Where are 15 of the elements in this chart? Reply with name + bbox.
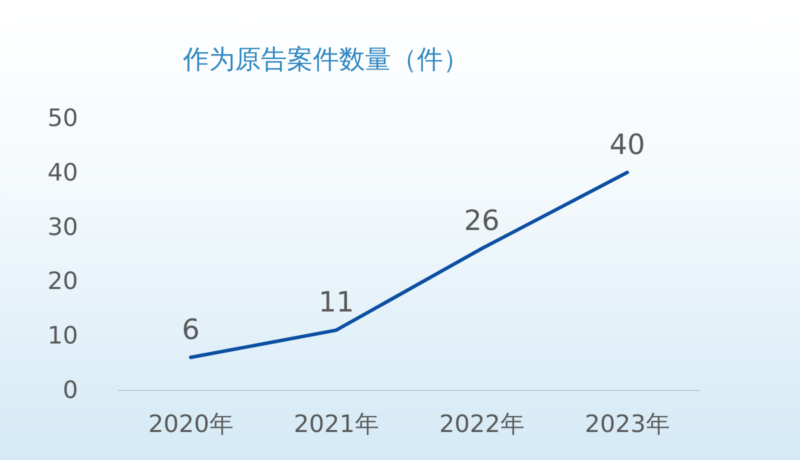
x-tick-label: 2020年 [148, 410, 234, 438]
y-tick-label: 50 [47, 104, 78, 132]
chart-title: 作为原告案件数量（件） [182, 45, 469, 75]
data-label: 26 [464, 204, 500, 238]
x-tick-label: 2021年 [294, 410, 379, 438]
y-tick-label: 40 [47, 158, 78, 186]
y-tick-label: 10 [47, 322, 78, 350]
data-label: 6 [182, 312, 200, 346]
x-tick-label: 2022年 [439, 410, 524, 438]
y-tick-label: 20 [47, 267, 78, 296]
y-tick-label: 30 [47, 212, 78, 241]
x-tick-label: 2023年 [584, 410, 670, 438]
data-label: 40 [609, 128, 646, 161]
y-tick-label: 0 [62, 376, 78, 404]
data-label: 11 [318, 286, 354, 319]
